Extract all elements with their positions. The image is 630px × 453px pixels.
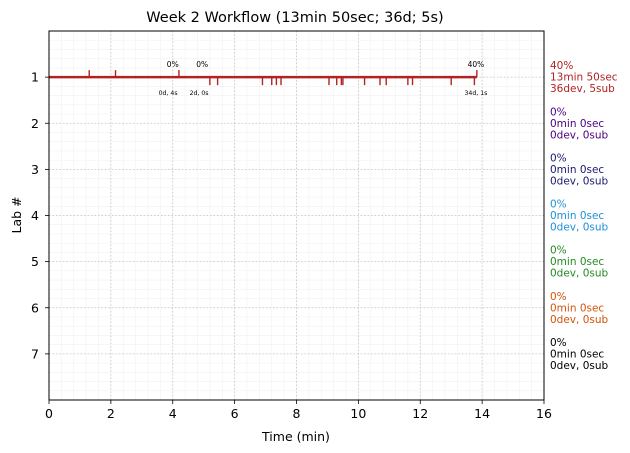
lab-summary-line: 0dev, 0sub bbox=[550, 314, 609, 326]
event-annotation: 40% bbox=[468, 60, 485, 69]
lab-summary-line: 0% bbox=[550, 337, 567, 349]
lab-summary-line: 0min 0sec bbox=[550, 164, 604, 176]
lab-summary-line: 0min 0sec bbox=[550, 302, 604, 314]
lab-summary-line: 0dev, 0sub bbox=[550, 175, 609, 187]
x-tick-label: 16 bbox=[536, 406, 552, 421]
y-tick-label: 5 bbox=[31, 254, 39, 269]
lab-summary-line: 0dev, 0sub bbox=[550, 222, 609, 234]
lab-summary-line: 36dev, 5sub bbox=[550, 83, 615, 95]
x-tick-label: 14 bbox=[474, 406, 490, 421]
x-tick-label: 10 bbox=[350, 406, 366, 421]
y-tick-label: 4 bbox=[31, 208, 39, 223]
lab-summary-line: 0% bbox=[550, 245, 567, 257]
event-annotation: 2d, 0s bbox=[190, 90, 209, 97]
chart-title: Week 2 Workflow (13min 50sec; 36d; 5s) bbox=[146, 10, 443, 26]
lab-summary-line: 0% bbox=[550, 106, 567, 118]
lab-summary-line: 0min 0sec bbox=[550, 256, 604, 268]
grid bbox=[48, 30, 545, 401]
lab-summary-line: 0min 0sec bbox=[550, 210, 604, 222]
lab-summary-line: 0dev, 0sub bbox=[550, 268, 609, 280]
lab-summary-line: 0dev, 0sub bbox=[550, 360, 609, 372]
lab-summary-line: 0% bbox=[550, 199, 567, 211]
lab-summary-line: 0min 0sec bbox=[550, 118, 604, 130]
y-tick-label: 7 bbox=[31, 346, 39, 361]
lab-summary-line: 13min 50sec bbox=[550, 72, 618, 84]
lab-summary-line: 0dev, 0sub bbox=[550, 129, 609, 141]
x-tick-label: 0 bbox=[45, 406, 53, 421]
x-axis-label: Time (min) bbox=[261, 429, 330, 444]
event-annotation: 0% bbox=[196, 60, 208, 69]
timeline bbox=[49, 70, 478, 86]
y-tick-label: 1 bbox=[31, 70, 39, 85]
x-tick-label: 6 bbox=[231, 406, 239, 421]
y-axis-label: Lab # bbox=[9, 196, 24, 233]
event-annotation: 0d, 4s bbox=[159, 90, 178, 97]
y-tick-label: 2 bbox=[31, 116, 39, 131]
lab-summary-line: 40% bbox=[550, 60, 573, 72]
event-annotation: 0% bbox=[167, 60, 179, 69]
y-tick-label: 6 bbox=[31, 300, 39, 315]
x-tick-label: 4 bbox=[169, 406, 177, 421]
event-annotation: 34d, 1s bbox=[464, 90, 487, 97]
x-tick-label: 2 bbox=[107, 406, 115, 421]
lab-summary-line: 0% bbox=[550, 291, 567, 303]
x-tick-label: 8 bbox=[293, 406, 301, 421]
lab-summary-line: 0min 0sec bbox=[550, 348, 604, 360]
y-tick-label: 3 bbox=[31, 162, 39, 177]
annotations: 0% 0% 40% 0d, 4s 2d, 0s 34d, 1s bbox=[159, 60, 488, 97]
lab-summary-line: 0% bbox=[550, 152, 567, 164]
x-tick-label: 12 bbox=[412, 406, 428, 421]
